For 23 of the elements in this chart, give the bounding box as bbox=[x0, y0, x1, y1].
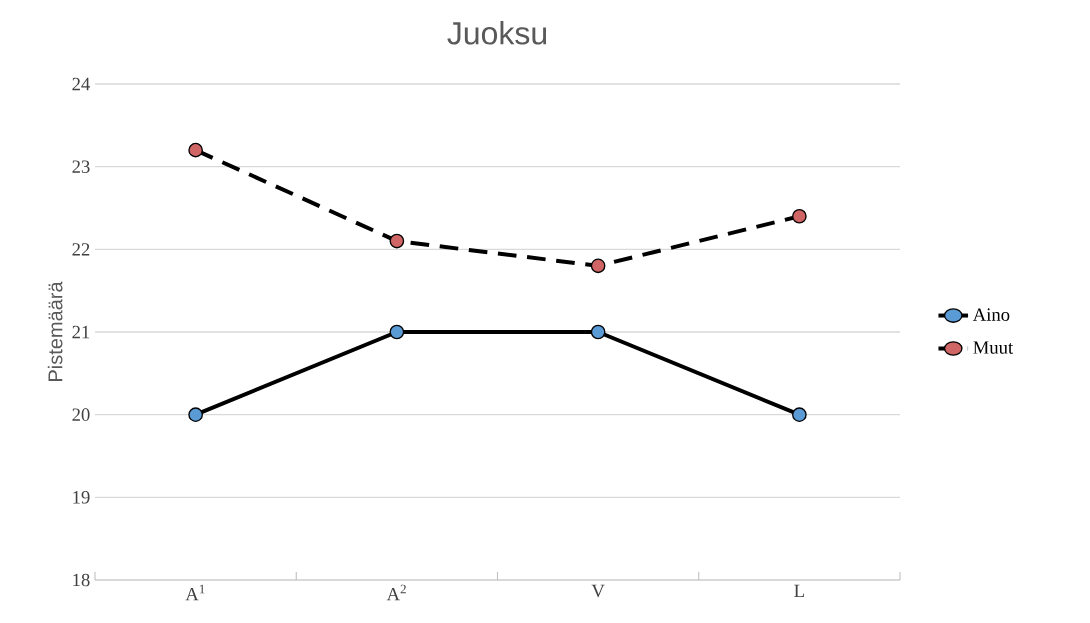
y-axis-title: Pistemäärä bbox=[47, 281, 63, 381]
x-tick-label: A$^{2}$ bbox=[386, 584, 406, 601]
y-tick-label: 18 bbox=[73, 573, 90, 587]
point bbox=[792, 208, 807, 224]
y-tick-label: 24 bbox=[72, 77, 91, 91]
point bbox=[188, 407, 203, 422]
x-tick-label: L bbox=[794, 584, 804, 597]
x-tick-label: V bbox=[591, 584, 605, 598]
point bbox=[590, 258, 606, 274]
point bbox=[792, 407, 807, 422]
y-tick-label: 23 bbox=[72, 160, 90, 173]
y-tick-label: 20 bbox=[72, 408, 90, 421]
y-tick-label: 19 bbox=[73, 491, 90, 504]
point bbox=[188, 142, 203, 158]
legend-label: Aino bbox=[972, 308, 1010, 321]
legend-label: Muut bbox=[973, 341, 1014, 354]
point bbox=[389, 233, 405, 249]
point bbox=[389, 324, 405, 340]
point bbox=[590, 324, 606, 340]
y-tick-label: 21 bbox=[72, 325, 90, 339]
chart-title: Juoksu bbox=[447, 21, 547, 45]
x-tick-label: A$^{1}$ bbox=[185, 584, 205, 601]
y-tick-label: 22 bbox=[72, 243, 90, 256]
